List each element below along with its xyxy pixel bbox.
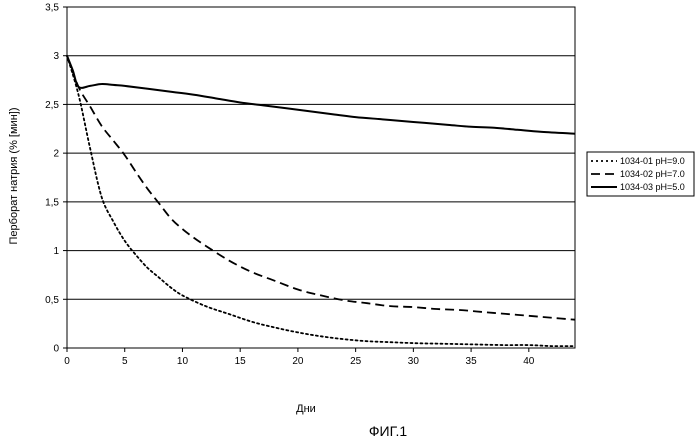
y-tick-label: 1 [53, 246, 59, 257]
y-tick-label: 1,5 [45, 197, 59, 208]
figure-caption: ФИГ.1 [369, 423, 407, 439]
y-tick-label: 2,5 [45, 100, 59, 111]
y-tick-label: 0,5 [45, 295, 59, 306]
x-tick-label: 35 [466, 356, 478, 367]
x-tick-label: 30 [408, 356, 420, 367]
y-axis-ticks: 0 0,5 1 1,5 2 2,5 3 3,5 [45, 3, 67, 355]
legend-label-1: 1034-01 pH=9.0 [620, 156, 685, 166]
x-tick-label: 0 [64, 356, 70, 367]
x-tick-label: 10 [177, 356, 189, 367]
legend-label-3: 1034-03 pH=5.0 [620, 182, 685, 192]
y-tick-label: 3,5 [45, 3, 59, 14]
y-tick-label: 3 [53, 51, 59, 62]
x-axis-title: Дни [296, 403, 316, 415]
x-tick-label: 40 [523, 356, 535, 367]
x-tick-label: 5 [122, 356, 128, 367]
x-tick-label: 25 [350, 356, 362, 367]
x-tick-label: 20 [292, 356, 304, 367]
legend-label-2: 1034-02 pH=7.0 [620, 169, 685, 179]
y-tick-label: 2 [53, 149, 59, 160]
legend: 1034-01 pH=9.0 1034-02 pH=7.0 1034-03 pH=5… [587, 152, 694, 196]
y-tick-label: 0 [53, 344, 59, 355]
x-tick-label: 15 [235, 356, 247, 367]
plot-area [67, 7, 575, 348]
x-axis-ticks: 0 5 10 15 20 25 30 35 40 [64, 348, 535, 367]
plot-background [67, 7, 575, 348]
y-axis-title: Перборат натрия (% [мин]) [8, 108, 20, 245]
